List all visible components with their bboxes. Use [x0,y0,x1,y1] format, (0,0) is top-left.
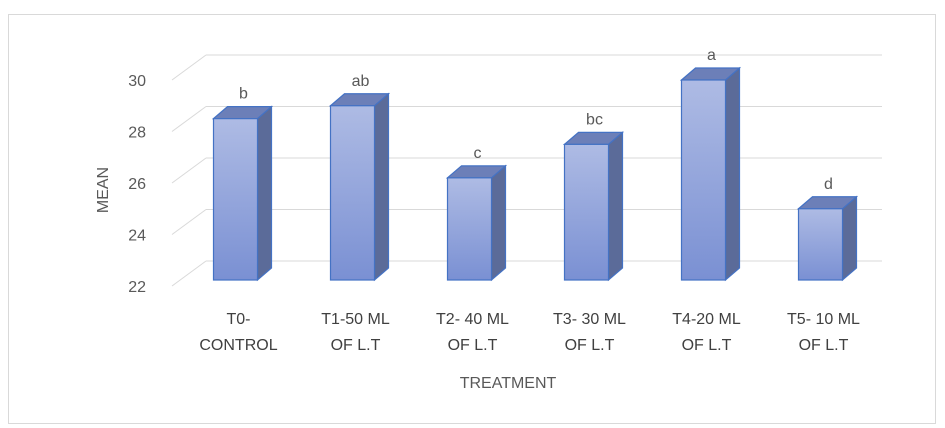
x-tick-label: OF L.T [448,337,498,354]
x-tick-label: OF L.T [331,337,381,354]
bar [445,164,508,282]
y-tick-label: 22 [128,279,146,296]
x-tick-label: T1-50 ML [321,311,390,328]
bar [679,66,742,282]
x-tick-label: T4-20 ML [672,311,741,328]
gridlines [171,54,882,287]
x-tick-label: OF L.T [799,337,849,354]
gridline-diagonal [171,209,207,235]
y-tick-label: 26 [128,176,146,193]
bar-front [563,143,610,281]
y-tick-label: 30 [128,73,146,90]
bar-front [446,177,493,281]
bar [796,195,859,282]
y-axis-ticks: 22 24 26 28 30 [128,73,146,296]
bar-front [797,208,844,281]
data-labels: b ab c bc a d [239,47,833,193]
bar-side [607,131,624,282]
data-label: c [474,145,482,162]
bar-side [490,164,507,282]
bars [211,66,859,282]
bar-side [841,195,858,282]
data-label: a [707,47,716,64]
x-tick-label: T0- [227,311,251,328]
gridline-diagonal [171,260,207,287]
bar [562,131,625,282]
data-label: b [239,86,248,103]
x-tick-label: OF L.T [682,337,732,354]
bar-side [724,66,741,282]
bar [211,105,274,282]
x-tick-label: CONTROL [199,337,277,354]
gridline-diagonal [171,157,207,184]
x-tick-label: T2- 40 ML [436,311,509,328]
bar-side [373,92,390,282]
bar-front [329,105,376,281]
x-tick-label: T3- 30 ML [553,311,626,328]
bar-front [680,79,727,281]
gridline-diagonal [171,54,207,81]
x-axis-title: TREATMENT [460,375,557,392]
y-tick-label: 28 [128,125,146,142]
x-tick-label: T5- 10 ML [787,311,860,328]
gridline-diagonal [171,106,207,132]
bar-front [212,118,259,281]
x-axis-categories: T0- CONTROL T1-50 ML OF L.T T2- 40 ML OF L.T T… [199,311,860,354]
bar [328,92,391,282]
y-tick-label: 24 [128,228,146,245]
data-label: d [824,176,833,193]
x-tick-label: OF L.T [565,337,615,354]
data-label: ab [352,73,370,90]
data-label: bc [586,111,603,128]
bar-side [256,105,273,282]
y-axis-title: MEAN [95,167,112,213]
